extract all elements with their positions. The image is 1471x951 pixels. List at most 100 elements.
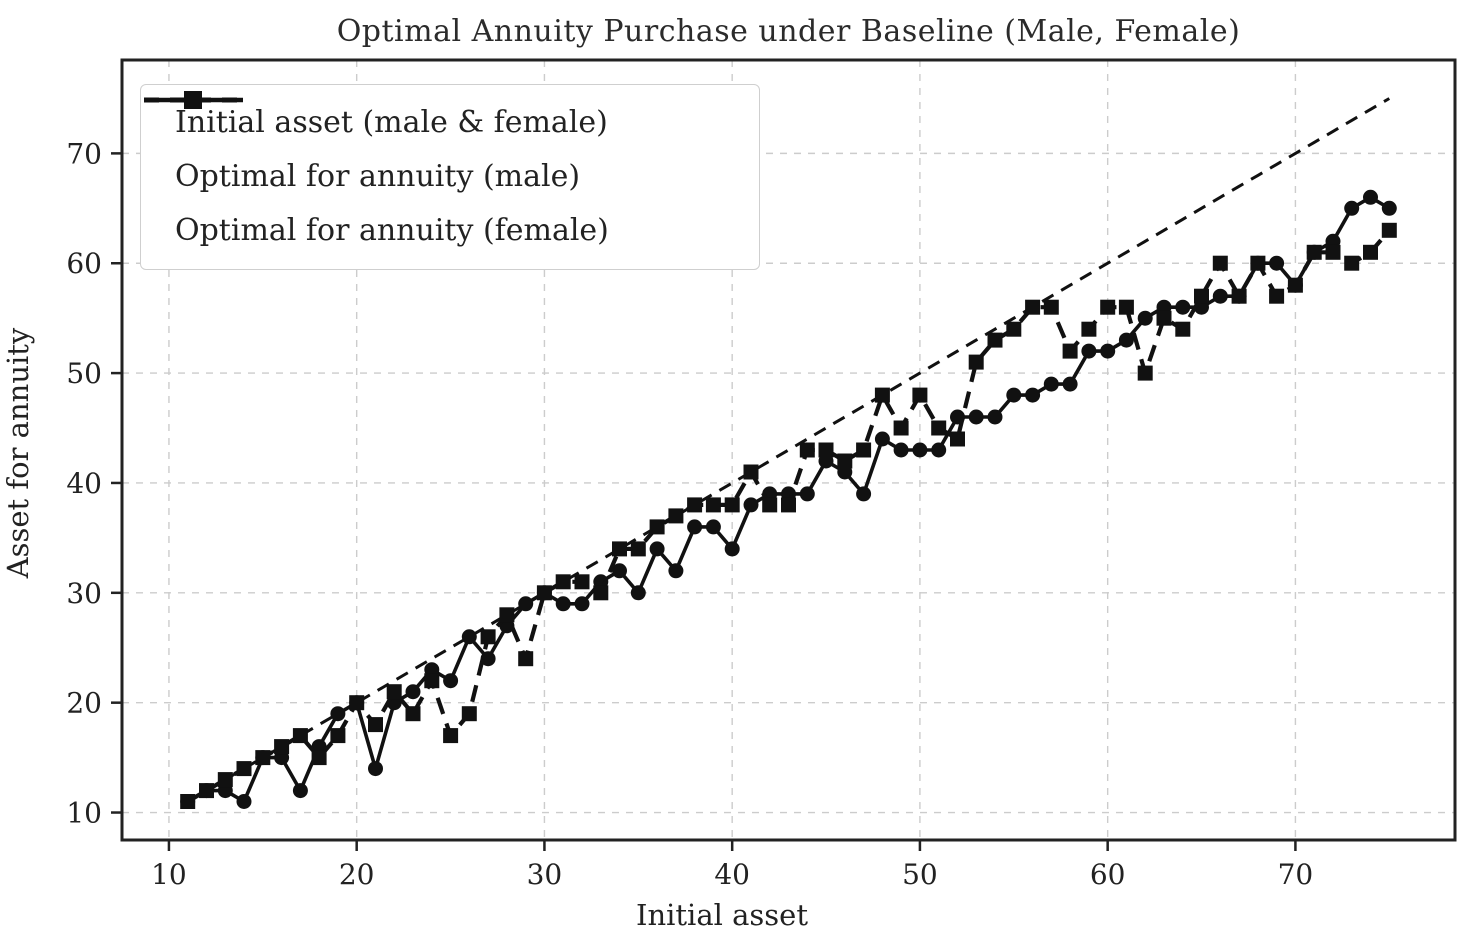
- female-data-point: [1118, 299, 1134, 315]
- male-data-point: [574, 596, 590, 612]
- female-data-point: [668, 508, 684, 524]
- female-data-point: [292, 728, 308, 744]
- female-data-point: [461, 706, 477, 722]
- female-data-point: [630, 541, 646, 557]
- dashed-line-square-sample-icon: [144, 91, 243, 109]
- male-data-point: [1043, 376, 1059, 392]
- male-data-point: [1025, 387, 1041, 403]
- female-data-point: [311, 750, 327, 766]
- male-data-point: [480, 651, 496, 667]
- male-data-point: [931, 442, 947, 458]
- male-data-point: [668, 563, 684, 579]
- female-data-point: [1250, 255, 1266, 271]
- y-axis-label: Asset for annuity: [1, 327, 35, 579]
- female-data-point: [1137, 365, 1153, 381]
- legend-item-male: Optimal for annuity (male): [141, 91, 759, 203]
- male-data-point: [1363, 189, 1378, 205]
- female-data-point: [574, 574, 590, 590]
- female-data-point: [368, 717, 383, 733]
- legend-label: Initial asset (male & female): [175, 104, 608, 140]
- female-data-point: [1062, 343, 1078, 359]
- female-data-point: [856, 442, 872, 458]
- female-data-point: [199, 783, 214, 799]
- male-data-point: [1381, 200, 1397, 216]
- series-line-2: [186, 228, 1391, 804]
- male-data-point: [1269, 255, 1285, 271]
- tick-label-x: 40: [714, 858, 750, 891]
- female-data-point: [1100, 299, 1116, 315]
- female-data-point: [1269, 288, 1285, 304]
- tick-label-y: 20: [66, 687, 102, 720]
- female-data-point: [743, 464, 759, 480]
- male-data-point: [893, 442, 909, 458]
- male-data-point: [1137, 310, 1153, 326]
- male-data-point: [912, 442, 928, 458]
- female-data-point: [837, 453, 853, 469]
- female-data-point: [1231, 288, 1247, 304]
- female-data-point: [1043, 299, 1059, 315]
- plot-border: [120, 58, 1457, 842]
- tick-label-y: 60: [66, 247, 102, 280]
- male-data-point: [292, 783, 308, 799]
- female-data-point: [180, 794, 196, 809]
- male-data-point: [743, 497, 759, 513]
- male-data-point: [555, 596, 571, 612]
- male-data-point: [1344, 200, 1360, 216]
- female-data-point: [893, 420, 909, 436]
- male-data-point: [687, 519, 703, 535]
- female-data-point: [499, 607, 515, 623]
- female-data-point: [518, 651, 534, 667]
- female-data-point: [1363, 244, 1378, 260]
- tick-label-y: 50: [66, 357, 102, 390]
- tick-label-x: 30: [527, 858, 563, 891]
- female-data-point: [536, 585, 552, 601]
- male-data-point: [1006, 387, 1022, 403]
- legend-item-female: Optimal for annuity (female): [141, 91, 759, 257]
- female-data-point: [950, 431, 965, 447]
- male-data-point: [874, 431, 890, 447]
- female-data-point: [1175, 321, 1191, 337]
- female-data-point: [349, 695, 365, 711]
- female-data-point: [593, 585, 609, 601]
- tick-label-y: 30: [66, 577, 102, 610]
- female-data-point: [912, 387, 928, 403]
- female-data-point: [931, 420, 947, 436]
- male-data-point: [649, 541, 665, 557]
- female-data-point: [555, 574, 571, 590]
- female-data-point: [649, 519, 665, 535]
- x-axis-label: Initial asset: [636, 898, 808, 932]
- female-data-point: [443, 728, 459, 744]
- male-data-point: [405, 684, 421, 700]
- tick-label-x: 10: [151, 858, 187, 891]
- female-data-point: [1081, 321, 1097, 337]
- female-data-point: [1156, 310, 1172, 326]
- male-data-point: [368, 761, 383, 777]
- male-data-point: [705, 519, 721, 535]
- male-data-point: [968, 409, 984, 425]
- female-data-point: [724, 497, 740, 513]
- male-data-point: [1175, 299, 1191, 315]
- male-data-point: [1081, 343, 1097, 359]
- female-data-point: [217, 772, 233, 788]
- male-data-point: [856, 486, 872, 502]
- legend: Initial asset (male & female) Optimal fo…: [140, 84, 760, 270]
- female-data-point: [386, 684, 402, 700]
- male-data-point: [1118, 332, 1134, 348]
- female-data-point: [705, 497, 721, 513]
- legend-label: Optimal for annuity (female): [175, 212, 609, 248]
- male-data-point: [518, 596, 534, 612]
- male-data-point: [987, 409, 1003, 425]
- tick-label-y: 10: [66, 797, 102, 830]
- tick-label-x: 60: [1090, 858, 1126, 891]
- male-data-point: [612, 563, 627, 579]
- female-data-point: [874, 387, 890, 403]
- female-data-point: [1287, 277, 1303, 293]
- female-data-point: [274, 739, 290, 755]
- male-data-point: [1212, 288, 1228, 304]
- legend-label: Optimal for annuity (male): [175, 158, 581, 194]
- female-data-point: [255, 750, 271, 766]
- tick-label-y: 70: [66, 137, 102, 170]
- tick-label-x: 70: [1278, 858, 1314, 891]
- female-data-point: [236, 761, 252, 777]
